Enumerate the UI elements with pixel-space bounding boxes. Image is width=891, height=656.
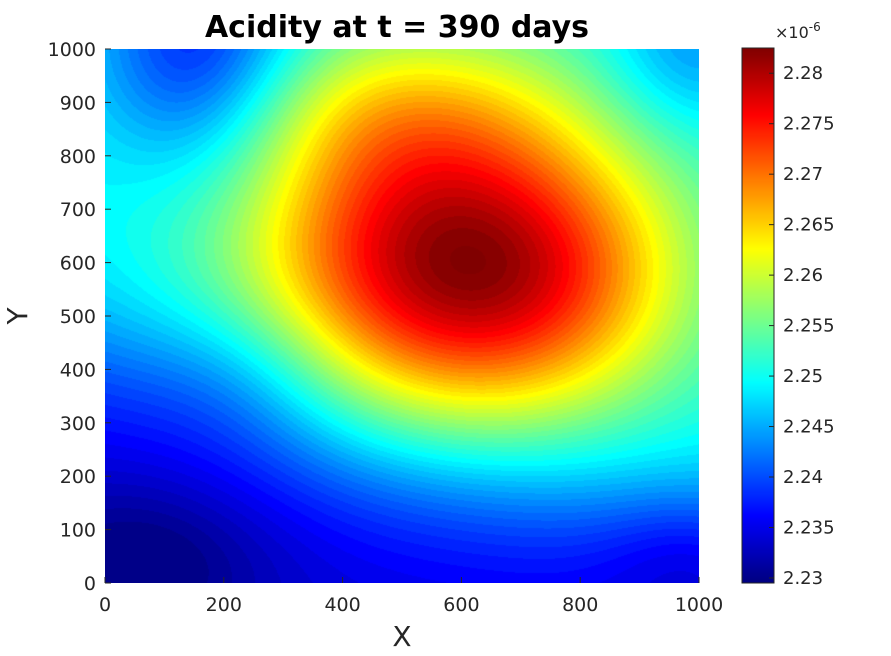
x-tick-label: 1000	[675, 594, 723, 616]
x-tick-label: 800	[562, 594, 598, 616]
colorbar-tick-label: 2.25	[783, 366, 823, 387]
y-tick-label: 600	[60, 253, 96, 275]
colorbar-gradient	[742, 48, 774, 583]
y-tick-label: 1000	[48, 39, 96, 61]
colorbar: 2.23 2.235 2.24 2.245 2.25 2.255 2.26 2.265 2.27…	[741, 20, 835, 589]
x-tick-label: 200	[206, 594, 242, 616]
y-tick-label: 100	[60, 520, 96, 542]
x-tick-label: 600	[443, 594, 479, 616]
y-axis: 0 100 200 300 400 500 600 700 800 900 1000	[48, 39, 111, 595]
x-axis-title: X	[392, 620, 411, 653]
y-tick-label: 300	[60, 413, 96, 435]
y-tick-label: 900	[60, 92, 96, 114]
chart-title: Acidity at t = 390 days	[205, 10, 589, 45]
colorbar-tick-label: 2.24	[783, 467, 823, 488]
colorbar-tick-label: 2.27	[783, 164, 823, 185]
colorbar-tick-label: 2.265	[783, 215, 835, 236]
x-tick-label: 0	[99, 594, 111, 616]
colorbar-tick-label: 2.26	[783, 265, 823, 286]
colorbar-tick-label: 2.245	[783, 417, 835, 438]
heatmap-field	[105, 49, 699, 583]
colorbar-tick-label: 2.235	[783, 517, 835, 538]
colorbar-tick-label: 2.23	[783, 568, 823, 589]
colorbar-ticks: 2.23 2.235 2.24 2.245 2.25 2.255 2.26 2.265 2.27…	[769, 63, 835, 589]
plot-area	[105, 49, 699, 583]
colorbar-tick-label: 2.275	[783, 114, 835, 135]
y-tick-label: 400	[60, 359, 96, 381]
y-tick-label: 500	[60, 306, 96, 328]
y-axis-title: Y	[1, 307, 34, 326]
y-tick-label: 0	[84, 573, 96, 595]
colorbar-exponent-power: -6	[809, 20, 821, 34]
y-tick-label: 700	[60, 199, 96, 221]
y-tick-label: 200	[60, 466, 96, 488]
colorbar-frame	[741, 47, 775, 584]
colorbar-exponent-base: ×10	[775, 23, 809, 42]
colorbar-tick-label: 2.255	[783, 316, 835, 337]
colorbar-tick-label: 2.28	[783, 63, 823, 84]
y-tick-label: 800	[60, 146, 96, 168]
x-tick-label: 400	[324, 594, 360, 616]
colorbar-exponent: ×10-6	[775, 20, 821, 42]
x-axis: 0 200 400 600 800 1000	[99, 577, 723, 616]
